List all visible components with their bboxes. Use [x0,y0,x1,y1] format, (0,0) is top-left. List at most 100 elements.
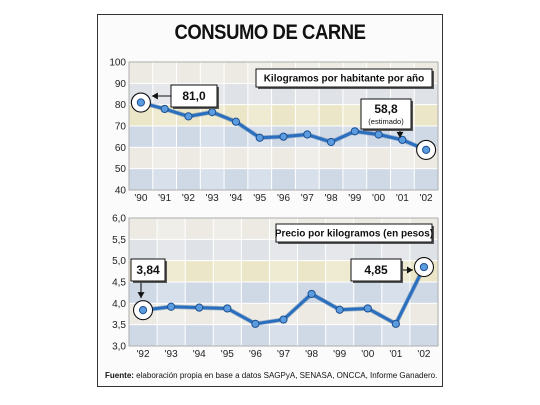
grid-cell [185,260,214,282]
y-tick-label: 3,5 [112,320,126,331]
grid-cell [269,324,298,346]
grid-cell [157,282,186,304]
data-point [419,262,429,272]
charts-canvas: 40 50 60 70 80 90 100 '90 '91 '92 '93 '94 '95 '96 '97 '… [109,58,439,360]
data-point [398,135,407,144]
x-tick-label: '01 [396,193,409,204]
grid-cell [152,126,177,148]
grid-cell [200,168,225,190]
callout-arrowhead [406,266,413,274]
data-point [422,145,431,154]
grid-cell [200,126,225,148]
data-point [231,117,241,126]
grid-cell [414,104,438,126]
grid-cell [319,126,343,148]
data-point [350,127,359,136]
y-tick-label: 80 [115,100,127,111]
data-point [307,289,316,299]
data-point [335,305,344,314]
grid-cell [325,260,354,282]
x-tick-label: '96 [249,349,262,360]
grid-cell [152,62,177,84]
data-point [195,303,204,312]
grid-cell [409,324,438,346]
series-title-box [255,68,433,88]
x-tick-label: '01 [389,349,402,360]
grid-cell [414,168,438,190]
grid-cell [200,62,225,84]
callout-box [350,258,402,282]
grid-cell [297,324,326,346]
grid-cell [241,260,270,282]
grid-cell [325,324,354,346]
callout-arrowhead [396,131,404,138]
grid-cell [342,147,367,169]
x-tick-label: '93 [206,193,219,204]
grid-cell [185,239,214,261]
x-tick-label: '92 [182,193,195,204]
x-tick-label: '98 [305,349,318,360]
grid-cell [185,282,214,304]
grid-cell [269,239,298,261]
y-tick-label: 50 [115,164,127,175]
plot-frame [128,61,439,191]
grid-cell [200,147,225,169]
grid-cell [129,126,153,148]
x-tick-label: '98 [325,193,338,204]
grid-cell [390,168,415,190]
data-point [167,302,176,311]
x-tick-label: '90 [134,193,147,204]
grid-cell [176,168,201,190]
grid-cell [353,324,382,346]
callout-value: 3,84 [136,263,160,277]
y-tick-label: 100 [109,58,126,69]
grid-cell [366,168,391,190]
grid-cell [129,324,158,346]
grid-cell [152,147,177,169]
x-tick-label: '97 [301,193,314,204]
y-tick-label: 60 [115,143,127,154]
grid-cell [157,324,186,346]
grid-cell [319,168,343,190]
grid-cell [271,104,296,126]
figure-title: CONSUMO DE CARNE [174,21,366,44]
y-tick-label: 5,0 [112,256,126,267]
y-tick-label: 4,0 [112,299,126,310]
x-tick-label: '93 [165,349,178,360]
data-point [208,108,217,117]
y-tick-label: 6,0 [112,214,126,225]
series-title: Precio por kilogramos (en pesos) [275,229,433,240]
grid-cell [185,324,214,346]
grid-cell [342,168,367,190]
callout-box [130,258,166,282]
y-tick-label: 40 [115,186,127,197]
data-point [303,130,312,139]
grid-cell [224,83,248,105]
data-point [374,130,383,139]
data-point [255,133,264,142]
grid-cell [247,168,272,190]
chart-figure: CONSUMO DE CARNE 40 50 60 70 80 90 100 '90 '91 '9… [97,14,443,387]
data-point [223,304,232,313]
grid-cell [247,104,272,126]
grid-cell [185,218,214,240]
grid-cell [129,147,153,169]
grid-cell [213,260,242,282]
y-tick-label: 3,0 [112,342,126,353]
grid-cell [269,260,298,282]
grid-cell [381,324,410,346]
x-tick-label: '00 [361,349,374,360]
callout-note: (estimado) [368,117,404,126]
data-point [184,112,193,121]
chart-2: 3,0 3,5 4,0 4,5 5,0 5,5 6,0 '92 '93 '94 '95 '96 '97 '… [112,214,439,360]
x-tick-label: '99 [348,193,361,204]
x-tick-label: '00 [372,193,385,204]
grid-cell [224,62,248,84]
grid-cell [157,218,186,240]
x-tick-label: '02 [417,349,430,360]
grid-cell [409,282,438,304]
grid-cell [295,147,320,169]
grid-cell [213,239,242,261]
grid-cell [176,147,201,169]
grid-cell [213,282,242,304]
